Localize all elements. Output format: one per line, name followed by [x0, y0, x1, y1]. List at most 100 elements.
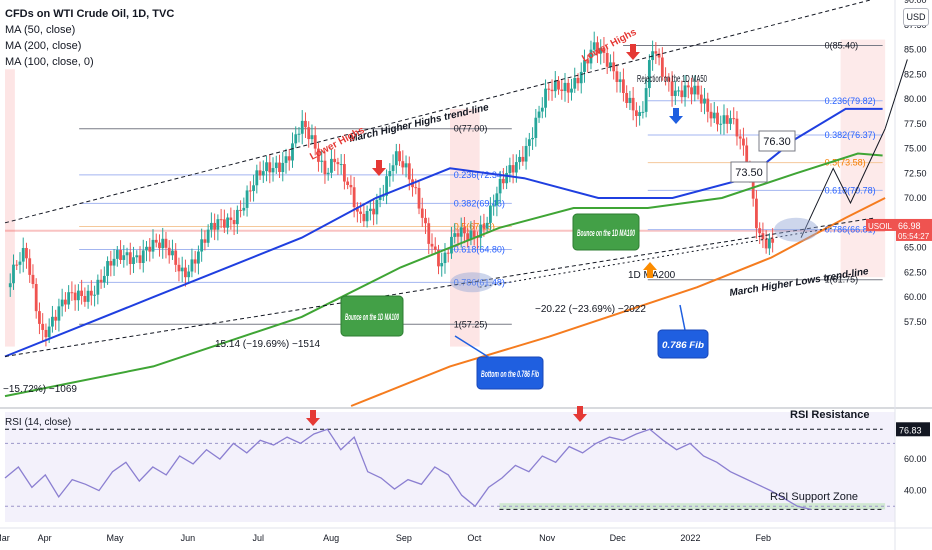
candle-body [622, 79, 625, 93]
candle-body [596, 42, 599, 54]
fib-level-label: 0.618(64.80) [454, 245, 505, 255]
candle [664, 67, 667, 86]
candle [213, 213, 217, 241]
candle-body [63, 299, 67, 305]
candle-body [505, 173, 509, 184]
candle-body [450, 236, 453, 254]
candle-body [547, 88, 551, 90]
candle [112, 249, 116, 276]
currency-badge[interactable]: USD [903, 8, 929, 26]
higher-highs-trendline [4, 0, 871, 224]
candle-body [657, 53, 661, 58]
candle-body [362, 213, 366, 222]
candle [57, 298, 61, 332]
candle [132, 246, 135, 274]
candle-body [404, 163, 408, 168]
candle [550, 79, 554, 101]
candle-body [109, 261, 113, 266]
candle [135, 250, 139, 263]
candle [317, 143, 320, 172]
candle [274, 155, 278, 174]
bottom-fib-box-box [476, 356, 544, 390]
rsi-title: RSI (14, close) [5, 417, 71, 428]
candle [398, 143, 401, 166]
candle [44, 323, 48, 347]
candle [729, 110, 732, 131]
candle [378, 187, 382, 208]
candle-body [719, 123, 723, 125]
candle [433, 237, 437, 254]
candle-body [706, 98, 710, 112]
time-axis-tick: Oct [467, 533, 482, 543]
candle-body [385, 176, 388, 196]
candle [764, 230, 768, 254]
bar-countdown: 05:54:27 [898, 232, 930, 241]
measure-label-1: 15.14 (−19.69%) −1514 [215, 339, 321, 350]
candle-body [187, 271, 191, 278]
candle-body [326, 172, 330, 175]
price-axis-tick: 60.00 [904, 292, 927, 302]
candle [605, 46, 609, 74]
candle [644, 79, 648, 118]
candle-body [265, 162, 268, 172]
price-axis-tick: 90.00 [904, 0, 927, 5]
bounce-ma100-box-2-box [572, 213, 640, 251]
indicator-ma200[interactable]: MA (200, close) [5, 40, 82, 52]
candle-body [424, 217, 427, 224]
candle-body [550, 89, 554, 92]
indicator-ma50[interactable]: MA (50, close) [5, 24, 76, 36]
candle-body [216, 219, 220, 230]
candle-body [712, 112, 716, 119]
time-axis-tick: 2022 [680, 533, 700, 543]
candle [109, 250, 113, 277]
candle-body [226, 217, 230, 228]
candle [38, 302, 41, 335]
candle [579, 62, 583, 94]
bounce-ma100-box-1-text: Bounce on the 1D MA100 [345, 312, 399, 322]
candle-body [141, 250, 145, 263]
candle [391, 154, 395, 182]
rsi-axis-tick: 60.00 [904, 454, 927, 464]
candle [553, 71, 557, 98]
price-axis-tick: 75.00 [904, 144, 927, 154]
candle [67, 285, 71, 310]
candle-body [381, 195, 385, 197]
candle [531, 127, 534, 150]
candle-body [592, 42, 596, 50]
candle-body [378, 196, 382, 201]
candle [197, 245, 200, 275]
candle [755, 190, 758, 239]
candle [99, 269, 103, 289]
candle [706, 92, 710, 123]
candle [83, 287, 87, 307]
price-axis-tick: 70.00 [904, 193, 927, 203]
candle [193, 250, 197, 273]
candle [430, 233, 434, 255]
candle-body [83, 296, 87, 302]
bounce-ma100-box-1: Bounce on the 1D MA100 [340, 295, 404, 337]
candle-body [557, 80, 560, 90]
candle [446, 248, 450, 263]
candle [187, 264, 191, 284]
candle [232, 209, 236, 236]
candle-body [625, 92, 629, 103]
candle-body [184, 267, 187, 278]
target-7350-box [730, 161, 768, 183]
candle [125, 247, 129, 266]
candle [161, 227, 165, 259]
red-arrow-down-icon [573, 406, 587, 422]
rsi-support-zone [499, 503, 886, 510]
candle [696, 80, 700, 100]
target-7350-text: 73.50 [735, 167, 763, 179]
projection-path-2 [884, 59, 908, 129]
candle [602, 37, 606, 64]
candle-body [34, 284, 38, 312]
candle-body [738, 136, 742, 139]
candle [271, 157, 275, 182]
candle [518, 150, 521, 170]
candle-body [602, 47, 606, 54]
indicator-ma100[interactable]: MA (100, close, 0) [5, 56, 94, 68]
candle-body [388, 171, 392, 177]
